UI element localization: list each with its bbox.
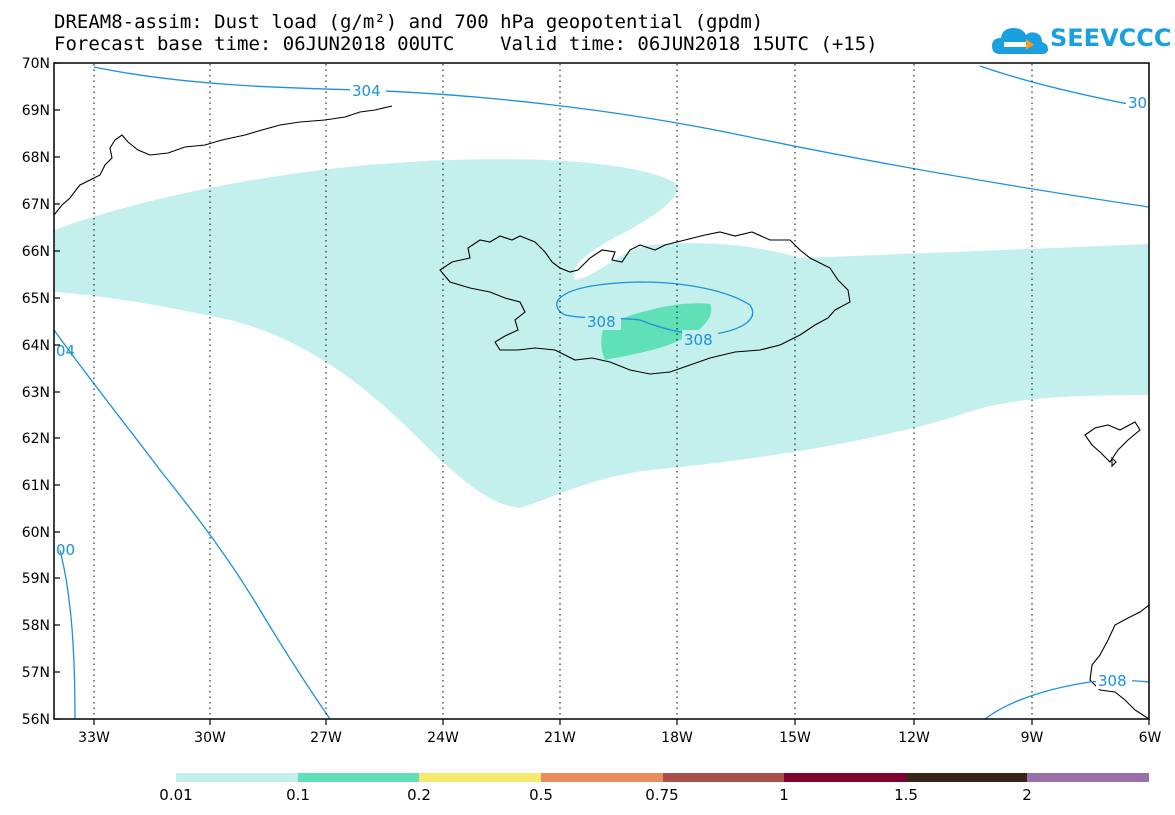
coastlines: [54, 105, 1149, 719]
colorbar-label: 0.5: [529, 786, 553, 804]
colorbar-swatch: [419, 773, 541, 782]
iceland-coastline: [439, 231, 851, 375]
lat-label: 68N: [22, 150, 50, 166]
contour-300-west: [59, 549, 76, 719]
graticule: [93, 64, 1033, 718]
contour-label-04: 04: [56, 342, 75, 360]
axis-ticks: [54, 62, 1150, 725]
lat-label: 59N: [22, 571, 50, 587]
lon-label: 9W: [1021, 730, 1044, 746]
lat-label: 64N: [22, 338, 50, 354]
contour-label-308b: 308: [684, 331, 713, 349]
lon-label: 30W: [194, 730, 226, 746]
scotland-coastline: [1089, 604, 1149, 719]
colorbar-swatch: [297, 773, 420, 782]
colorbar-swatch: [905, 773, 1028, 782]
lat-label: 69N: [22, 103, 50, 119]
colorbar-label: 0.2: [407, 786, 431, 804]
lat-label: 58N: [22, 618, 50, 634]
contour-label-308a: 308: [587, 313, 616, 331]
colorbar-label: 0.1: [286, 786, 310, 804]
contour-label-00: 00: [56, 541, 75, 559]
lat-label: 67N: [22, 197, 50, 213]
dust-shading: [54, 159, 1149, 508]
chart-title: DREAM8-assim: Dust load (g/m²) and 700 h…: [54, 11, 764, 33]
contour-304-north: [93, 66, 1149, 208]
lon-label: 33W: [78, 730, 110, 746]
colorbar-swatch: [662, 773, 785, 782]
chart-subtitle: Forecast base time: 06JUN2018 00UTC Vali…: [54, 33, 878, 55]
dust-area-low: [54, 159, 1149, 508]
contour-ne-corner: [979, 65, 1149, 109]
latitude-labels: 70N 69N 68N 67N 66N 65N 64N 63N 62N 61N …: [22, 56, 50, 728]
colorbar: [176, 773, 1149, 782]
colorbar-label: 1: [779, 786, 789, 804]
contour-308-iceland: [556, 281, 754, 336]
lon-label: 27W: [310, 730, 342, 746]
contour-label-30: 30: [1128, 94, 1147, 112]
contour-label-308c: 308: [1098, 672, 1127, 690]
longitude-labels: 33W 30W 27W 24W 21W 18W 15W 12W 9W 6W: [78, 730, 1161, 746]
lon-label: 6W: [1139, 730, 1162, 746]
colorbar-swatch: [1027, 773, 1149, 782]
colorbar-label: 2: [1022, 786, 1032, 804]
seevccc-logo: SEEVCCC: [990, 20, 1172, 60]
contour-labels: 304 30 308 308 308 04 00: [56, 81, 1149, 690]
islet: [1111, 456, 1117, 468]
lon-label: 21W: [544, 730, 576, 746]
faroe-coastline: [1084, 421, 1141, 463]
lat-label: 70N: [22, 56, 50, 72]
lon-label: 24W: [427, 730, 459, 746]
lat-label: 65N: [22, 291, 50, 307]
lon-label: 18W: [661, 730, 693, 746]
lon-label: 15W: [779, 730, 811, 746]
contour-304-west: [54, 329, 331, 719]
lat-label: 61N: [22, 478, 50, 494]
colorbar-label: 1.5: [894, 786, 918, 804]
lat-label: 62N: [22, 431, 50, 447]
colorbar-label: 0.75: [645, 786, 679, 804]
greenland-coastline: [54, 105, 393, 216]
contour-label-304: 304: [352, 82, 381, 100]
lat-label: 56N: [22, 712, 50, 728]
geopotential-contours: [54, 65, 1149, 719]
dust-area-mid: [601, 303, 712, 360]
lat-label: 57N: [22, 665, 50, 681]
colorbar-swatch: [540, 773, 663, 782]
lat-label: 66N: [22, 244, 50, 260]
map-frame: [53, 62, 1150, 720]
cloud-logo-icon: [992, 28, 1048, 54]
lat-label: 60N: [22, 525, 50, 541]
lon-label: 12W: [898, 730, 930, 746]
colorbar-swatch: [176, 773, 298, 782]
colorbar-swatch: [784, 773, 906, 782]
logo-text: SEEVCCC: [1050, 24, 1172, 52]
colorbar-label: 0.01: [159, 786, 193, 804]
lat-label: 63N: [22, 385, 50, 401]
